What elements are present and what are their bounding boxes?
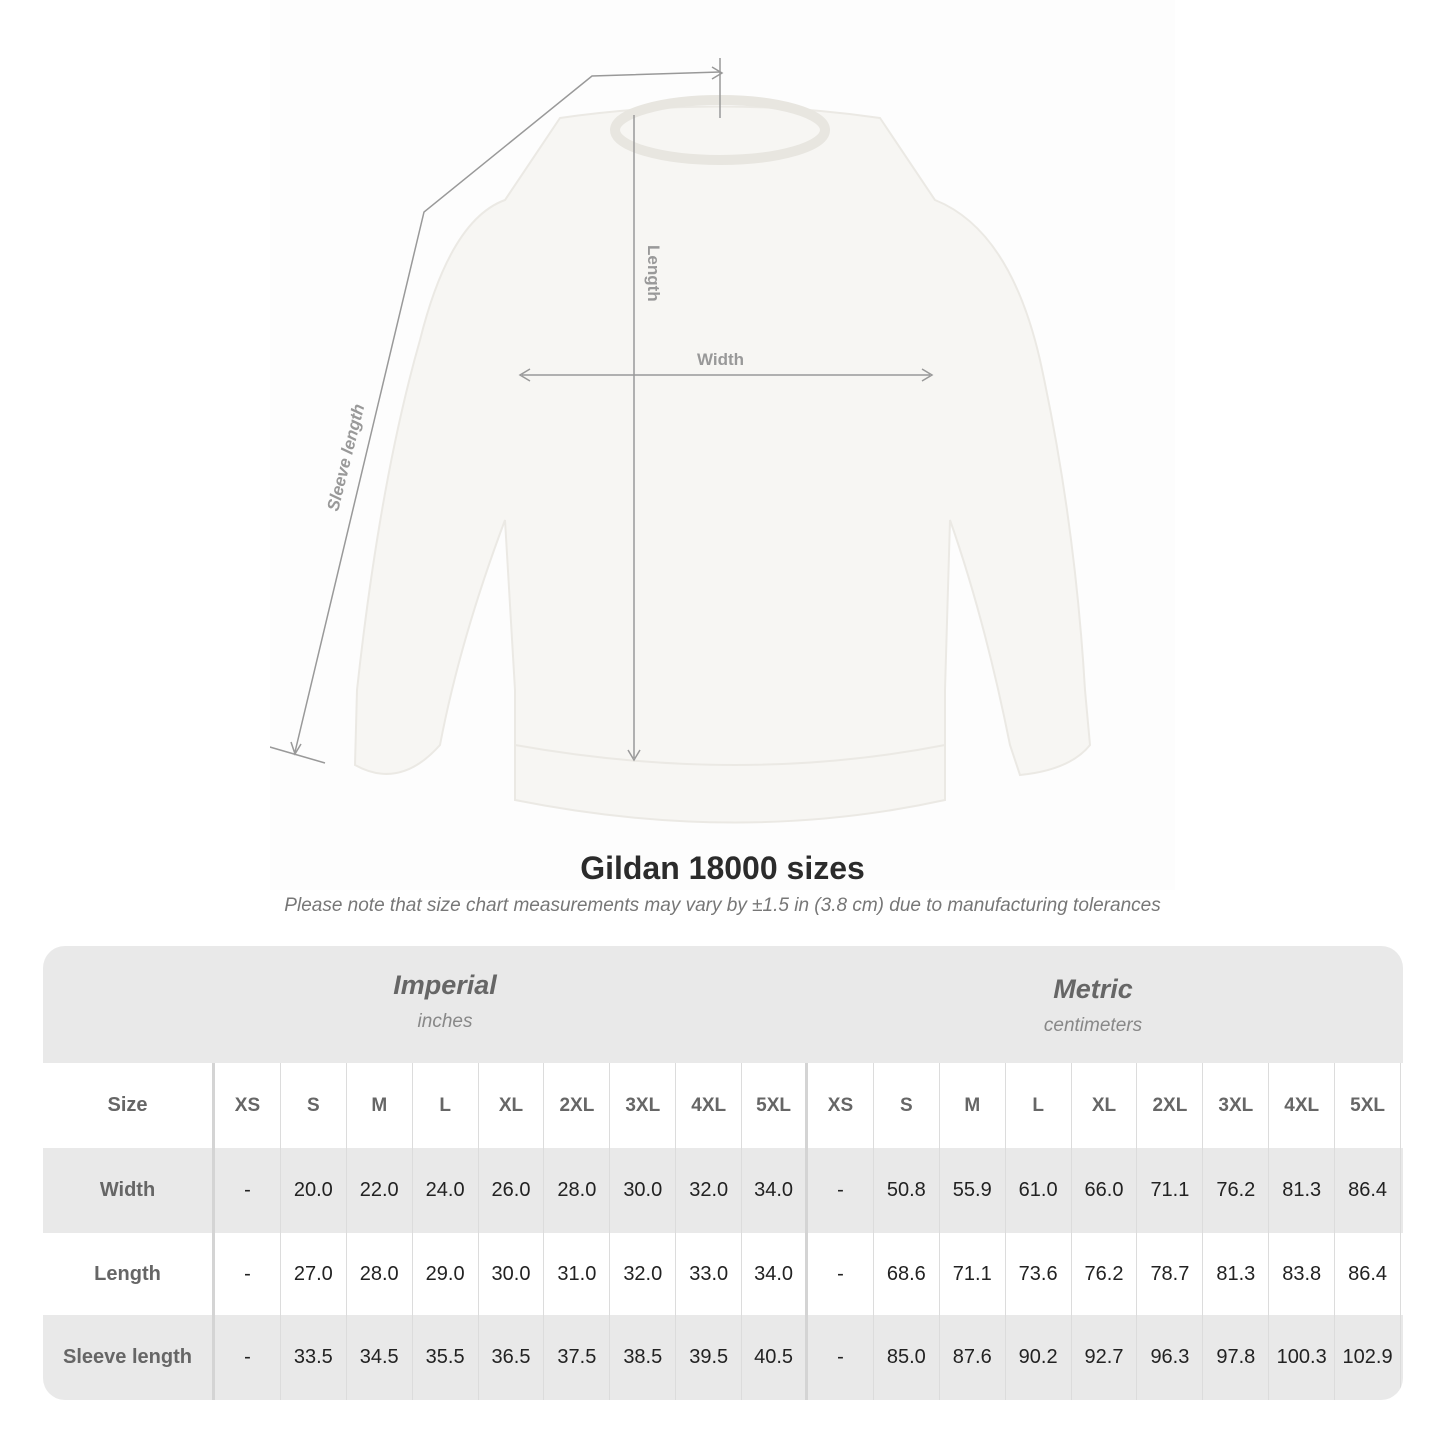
- imperial-value: 27.0: [281, 1233, 347, 1315]
- imperial-value: 37.5: [544, 1315, 611, 1400]
- metric-size-xs: XS: [808, 1063, 874, 1148]
- width-label: Width: [697, 350, 744, 369]
- metric-value: 61.0: [1006, 1148, 1072, 1233]
- metric-value: 96.3: [1137, 1315, 1204, 1400]
- metric-value: 76.2: [1072, 1233, 1138, 1315]
- imperial-value: 39.5: [676, 1315, 743, 1400]
- metric-value: 73.6: [1006, 1233, 1072, 1315]
- imperial-value: -: [215, 1315, 281, 1400]
- metric-value: 87.6: [940, 1315, 1006, 1400]
- metric-size-m: M: [940, 1063, 1006, 1148]
- imperial-value: 29.0: [413, 1233, 479, 1315]
- imperial-value: 34.0: [742, 1148, 809, 1233]
- imperial-size-3xl: 3XL: [610, 1063, 677, 1148]
- metric-value: 81.3: [1203, 1233, 1270, 1315]
- imperial-value: 40.5: [742, 1315, 809, 1400]
- imperial-value: 35.5: [413, 1315, 479, 1400]
- metric-value: 97.8: [1203, 1315, 1270, 1400]
- size-chart: Imperial inches Metric centimeters Size X…: [43, 946, 1403, 1400]
- imperial-size-l: L: [413, 1063, 479, 1148]
- metric-value: 92.7: [1072, 1315, 1138, 1400]
- metric-size-4xl: 4XL: [1269, 1063, 1336, 1148]
- metric-title: Metric: [1053, 974, 1133, 1004]
- metric-size-l: L: [1006, 1063, 1072, 1148]
- imperial-header: Imperial inches: [245, 970, 645, 1033]
- metric-value: -: [808, 1315, 874, 1400]
- row-label: Sleeve length: [43, 1315, 215, 1400]
- imperial-size-4xl: 4XL: [676, 1063, 743, 1148]
- metric-value: 71.1: [940, 1233, 1006, 1315]
- metric-value: 86.4: [1335, 1148, 1402, 1233]
- imperial-size-s: S: [281, 1063, 347, 1148]
- imperial-size-5xl: 5XL: [742, 1063, 809, 1148]
- imperial-value: 32.0: [676, 1148, 743, 1233]
- imperial-value: 33.5: [281, 1315, 347, 1400]
- size-label: Size: [43, 1063, 215, 1148]
- length-label: Length: [644, 245, 663, 302]
- metric-size-2xl: 2XL: [1137, 1063, 1204, 1148]
- metric-value: 50.8: [874, 1148, 940, 1233]
- metric-value: 68.6: [874, 1233, 940, 1315]
- imperial-value: 30.0: [479, 1233, 545, 1315]
- row-label: Width: [43, 1148, 215, 1233]
- imperial-value: 30.0: [610, 1148, 677, 1233]
- metric-unit: centimeters: [1043, 1015, 1143, 1036]
- sleeve-length-label: Sleeve length: [323, 402, 368, 513]
- metric-value: 85.0: [874, 1315, 940, 1400]
- metric-value: 100.3: [1269, 1315, 1336, 1400]
- metric-value: 102.9: [1335, 1315, 1402, 1400]
- metric-value: -: [808, 1233, 874, 1315]
- metric-size-s: S: [874, 1063, 940, 1148]
- metric-value: 71.1: [1137, 1148, 1204, 1233]
- table-row: Length -27.0 28.0 29.0 30.0 31.0 32.0 33.0 34.0-…: [43, 1233, 1403, 1315]
- imperial-value: 34.5: [347, 1315, 413, 1400]
- metric-value: 81.3: [1269, 1148, 1336, 1233]
- table-row: Width -20.0 22.0 24.0 26.0 28.0 30.0 32.0 34.0-5…: [43, 1148, 1403, 1233]
- chart-title: Gildan 18000 sizes: [580, 850, 865, 886]
- imperial-value: 20.0: [281, 1148, 347, 1233]
- imperial-value: 38.5: [610, 1315, 677, 1400]
- metric-value: 55.9: [940, 1148, 1006, 1233]
- metric-size-xl: XL: [1072, 1063, 1138, 1148]
- imperial-value: 34.0: [742, 1233, 809, 1315]
- imperial-value: 28.0: [544, 1148, 611, 1233]
- imperial-value: 24.0: [413, 1148, 479, 1233]
- imperial-value: 22.0: [347, 1148, 413, 1233]
- metric-value: 76.2: [1203, 1148, 1270, 1233]
- metric-size-5xl: 5XL: [1335, 1063, 1402, 1148]
- table-row: Sleeve length -33.5 34.5 35.5 36.5 37.5 38.5 39…: [43, 1315, 1403, 1400]
- metric-value: 90.2: [1006, 1315, 1072, 1400]
- metric-value: 78.7: [1137, 1233, 1204, 1315]
- imperial-value: 28.0: [347, 1233, 413, 1315]
- imperial-size-xs: XS: [215, 1063, 281, 1148]
- imperial-size-m: M: [347, 1063, 413, 1148]
- imperial-value: 26.0: [479, 1148, 545, 1233]
- sweatshirt-image: [353, 105, 1092, 824]
- imperial-value: 31.0: [544, 1233, 611, 1315]
- metric-value: 83.8: [1269, 1233, 1336, 1315]
- imperial-value: 32.0: [610, 1233, 677, 1315]
- metric-size-3xl: 3XL: [1203, 1063, 1270, 1148]
- sweatshirt-photo: Length Width Sleeve length: [270, 0, 1175, 890]
- imperial-size-xl: XL: [479, 1063, 545, 1148]
- imperial-value: 36.5: [479, 1315, 545, 1400]
- imperial-title: Imperial: [393, 970, 497, 1000]
- metric-value: 66.0: [1072, 1148, 1138, 1233]
- imperial-unit: inches: [417, 1011, 473, 1032]
- size-header-row: Size XS S M L XL 2XL 3XL 4XL 5XL XS S M L XL 2XL 3XL 4XL 5…: [43, 1063, 1403, 1148]
- row-label: Length: [43, 1233, 215, 1315]
- imperial-size-2xl: 2XL: [544, 1063, 611, 1148]
- imperial-value: 33.0: [676, 1233, 743, 1315]
- tolerance-note: Please note that size chart measurements…: [284, 895, 1161, 916]
- imperial-value: -: [215, 1148, 281, 1233]
- unit-header-band: Imperial inches Metric centimeters: [43, 946, 1403, 1063]
- imperial-value: -: [215, 1233, 281, 1315]
- metric-value: -: [808, 1148, 874, 1233]
- metric-header: Metric centimeters: [893, 974, 1293, 1037]
- metric-value: 86.4: [1335, 1233, 1402, 1315]
